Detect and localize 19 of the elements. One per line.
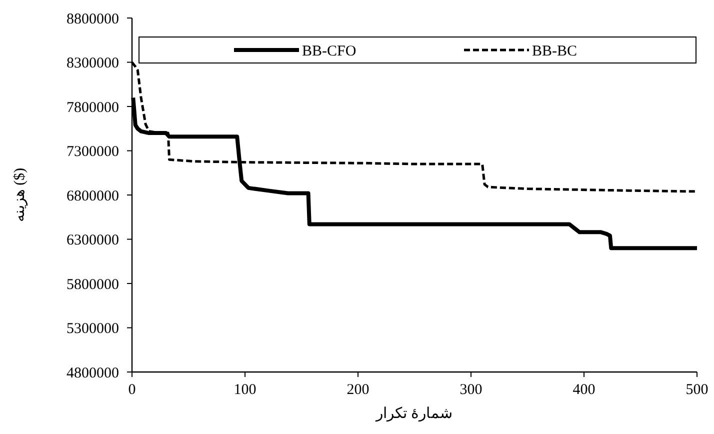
x-tick-label: 400 — [572, 382, 596, 398]
y-tick-label: 8300000 — [66, 56, 119, 72]
legend-label: BB-CFO — [302, 43, 356, 60]
y-tick-label: 5300000 — [66, 321, 119, 337]
x-tick-label: 300 — [460, 382, 482, 398]
x-tick-label: 100 — [234, 382, 256, 398]
y-axis-title: هزینه ($) — [12, 168, 28, 222]
legend-label: BB-BC — [532, 43, 578, 60]
y-tick-label: 6800000 — [66, 188, 119, 204]
y-tick-label: 7300000 — [66, 144, 119, 160]
y-tick-label: 4800000 — [66, 365, 119, 382]
x-axis-title: شمارهٔ تکرار — [375, 406, 453, 422]
y-tick-label: 8800000 — [66, 11, 119, 28]
y-tick-label: 5800000 — [66, 276, 119, 293]
x-tick-label: 200 — [346, 382, 370, 398]
x-tick-label: 500 — [686, 382, 708, 398]
y-tick-label: 7800000 — [66, 100, 119, 116]
x-tick-label: 0 — [128, 382, 136, 398]
y-tick-label: 6300000 — [66, 232, 119, 248]
